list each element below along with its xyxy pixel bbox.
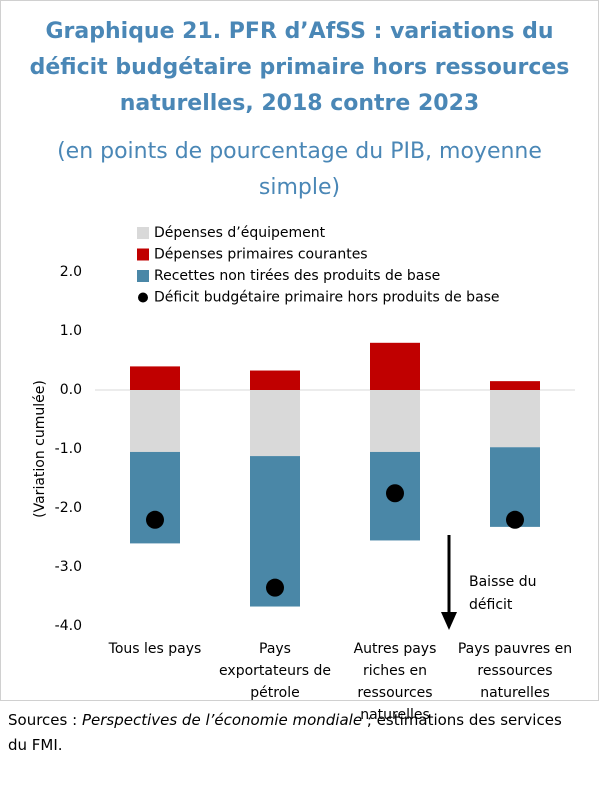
deficit-point [386,484,404,503]
y-tick-label: -1.0 [55,441,82,457]
bar-segment [370,342,420,390]
legend-marker [137,270,149,282]
bar-segment [490,381,540,390]
y-tick-label: -3.0 [55,559,82,575]
legend-label: Dépenses d’équipement [154,225,326,241]
legend-marker [138,292,148,303]
x-tick-label: Autres pays riches en ressources naturel… [353,641,437,723]
arrow-head [441,612,457,630]
legend-marker [137,248,149,261]
divider [0,700,599,701]
x-tick-label: Pays exportateurs de pétrole [219,641,331,701]
bar-segment [490,390,540,448]
legend-label: Déficit budgétaire primaire hors produit… [154,290,500,306]
deficit-point [266,578,284,597]
legend-label: Dépenses primaires courantes [154,247,368,263]
deficit-point [146,510,164,529]
chart-subtitle: (en points de pourcentage du PIB, moyenn… [57,139,542,200]
bar-segment [130,390,180,452]
bar-segment [370,390,420,452]
x-tick-label: Pays pauvres en ressources naturelles [457,641,573,701]
y-tick-label: -2.0 [55,500,82,516]
bar-segment [130,366,180,390]
source-text: ; estimations des services du FMI. [8,711,562,754]
annotation: déficit [469,597,513,613]
source: Sources : Perspectives de l’économie mon… [8,708,568,758]
bar-segment [250,390,300,457]
chart: 2.0 1.0 0.0 -1.0 -2.0 -3.0 -4.0 (Variation cumu… [32,225,575,634]
source-title: Perspectives de l’économie mondiale [81,711,363,729]
y-tick-label: -4.0 [55,618,82,634]
x-tick-label: Tous les pays [108,641,202,657]
legend-marker [137,227,149,239]
chart-title: Graphique 21. PFR d’AfSS : variations du… [29,19,570,116]
y-tick-label: 1.0 [60,323,82,339]
y-tick-label: 2.0 [60,264,82,280]
y-axis-label: (Variation cumulée) [32,380,48,518]
bar-segment [250,370,300,390]
source-text: Sources : [8,711,82,729]
legend-label: Recettes non tirées des produits de base [154,268,440,284]
bar-segment [130,451,180,544]
annotation: Baisse du [469,574,536,590]
deficit-point [506,510,524,529]
y-tick-label: 0.0 [60,382,82,398]
